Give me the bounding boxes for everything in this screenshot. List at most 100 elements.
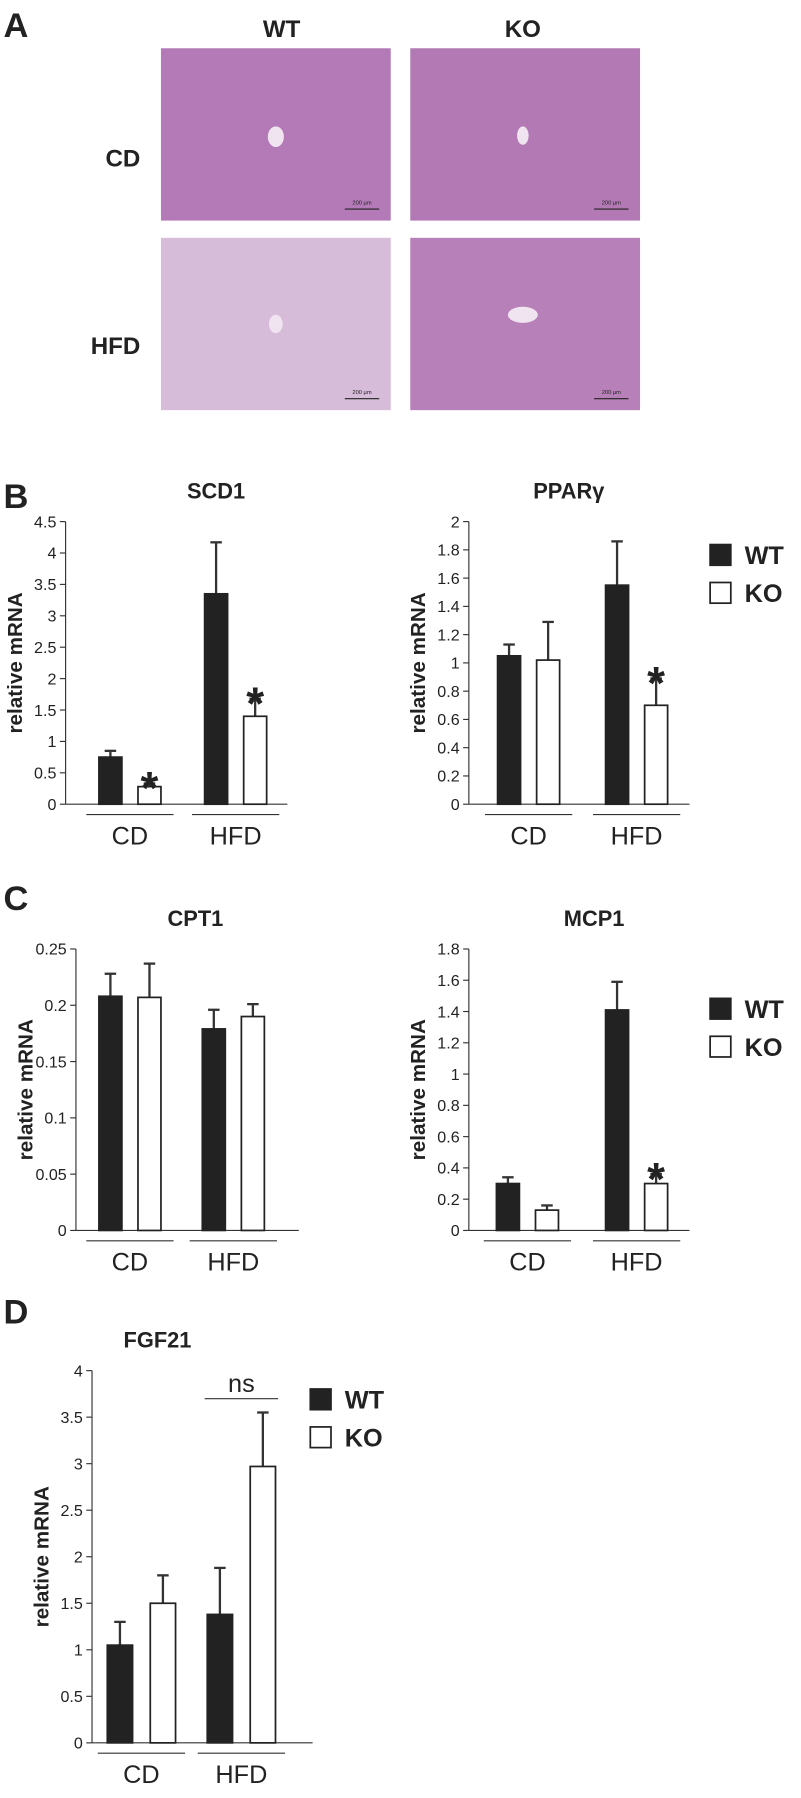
legend-label: KO <box>745 1034 783 1062</box>
bar <box>203 592 229 806</box>
bar <box>137 785 162 806</box>
y-tick-label: 3 <box>74 1455 83 1473</box>
y-tick-label: 1.5 <box>34 702 56 720</box>
micrographs: 200 µm 200 µm 200 µm 200 µm <box>160 48 641 411</box>
legend-swatch <box>709 997 732 1020</box>
significance-marker: * <box>246 677 264 729</box>
y-tick-label: 0.6 <box>437 1128 459 1146</box>
legend-label: KO <box>345 1424 383 1452</box>
scale-bar-label: 200 µm <box>352 390 371 396</box>
y-axis-label: relative mRNA <box>407 1019 430 1160</box>
x-tick-label: CD <box>509 1249 545 1277</box>
y-tick-label: 3.5 <box>34 576 56 594</box>
significance-marker: * <box>647 1153 665 1205</box>
scale-bar-label: 200 µm <box>352 201 371 207</box>
chart-title: CPT1 <box>168 906 224 931</box>
y-tick-label: 1.6 <box>437 972 459 990</box>
bar <box>106 1644 134 1744</box>
micrograph <box>410 237 641 411</box>
panel-label: D <box>4 1294 29 1332</box>
y-tick-label: 0.05 <box>35 1166 66 1184</box>
y-tick-label: 0.2 <box>437 768 459 786</box>
y-tick-label: 0.4 <box>437 1160 459 1178</box>
x-tick-label: CD <box>510 822 547 850</box>
y-tick-label: 3.5 <box>60 1409 82 1427</box>
bar <box>604 1009 630 1232</box>
bar <box>240 1015 266 1232</box>
legend-label: WT <box>745 996 785 1024</box>
vessel <box>267 126 284 148</box>
y-tick-label: 1.8 <box>437 941 459 959</box>
y-tick-label: 2 <box>74 1548 83 1566</box>
legend-swatch <box>309 1426 332 1449</box>
y-axis-label: relative mRNA <box>4 592 27 733</box>
bar <box>535 659 561 806</box>
chart-title: MCP1 <box>564 906 625 931</box>
bar <box>137 996 162 1232</box>
x-tick-label: CD <box>112 1249 149 1277</box>
panel-label: C <box>4 880 29 918</box>
y-tick-label: 1.8 <box>437 542 459 560</box>
group-annotation: ns <box>228 1370 255 1398</box>
y-tick-label: 1.4 <box>437 598 459 616</box>
column-label: KO <box>505 16 541 43</box>
bar <box>643 704 669 806</box>
y-tick-label: 4 <box>74 1362 83 1380</box>
bar <box>201 1028 227 1232</box>
y-axis-label: relative mRNA <box>407 592 430 733</box>
y-tick-label: 2.5 <box>60 1502 82 1520</box>
y-tick-label: 0.1 <box>44 1110 66 1128</box>
y-tick-label: 0 <box>451 796 460 814</box>
y-axis-label: relative mRNA <box>30 1486 53 1627</box>
bar <box>242 715 268 806</box>
vessel <box>507 306 538 323</box>
x-tick-label: HFD <box>611 1249 663 1277</box>
legend-swatch <box>709 543 732 567</box>
legend-swatch <box>309 1388 332 1411</box>
legend-label: WT <box>745 542 785 570</box>
y-tick-label: 0.5 <box>34 765 56 783</box>
column-label: WT <box>263 16 301 43</box>
bar <box>98 995 123 1232</box>
vessel <box>517 126 529 145</box>
y-tick-label: 1.4 <box>437 1003 459 1021</box>
legend-swatch <box>709 581 732 605</box>
y-tick-label: 2 <box>451 513 460 531</box>
y-tick-label: 2 <box>47 670 56 688</box>
bar <box>249 1465 277 1744</box>
y-tick-label: 0.25 <box>35 941 66 959</box>
y-axis-label: relative mRNA <box>14 1019 37 1160</box>
x-tick-label: CD <box>112 822 149 850</box>
bar <box>98 756 123 806</box>
y-tick-label: 1.2 <box>437 1035 459 1053</box>
row-label: CD <box>105 146 140 173</box>
y-tick-label: 4 <box>47 545 56 563</box>
y-tick-label: 0.8 <box>437 1097 459 1115</box>
x-tick-label: HFD <box>207 1249 259 1277</box>
y-tick-label: 1.5 <box>60 1595 82 1613</box>
bar <box>495 1182 521 1232</box>
y-tick-label: 0.2 <box>44 997 66 1015</box>
y-tick-label: 0.2 <box>437 1191 459 1209</box>
bar <box>643 1182 669 1232</box>
panel-label: A <box>4 7 29 45</box>
row-label: HFD <box>91 333 141 360</box>
vessel <box>268 314 283 334</box>
bar <box>496 654 522 806</box>
legend-label: WT <box>345 1387 385 1415</box>
y-tick-label: 1 <box>451 655 460 673</box>
y-tick-label: 0.15 <box>35 1053 66 1071</box>
y-tick-label: 1 <box>451 1066 460 1084</box>
y-tick-label: 0.8 <box>437 683 459 701</box>
y-tick-label: 0 <box>74 1735 83 1753</box>
y-tick-label: 0.4 <box>437 739 459 757</box>
y-tick-label: 1.6 <box>437 570 459 588</box>
y-tick-label: 4.5 <box>34 513 56 531</box>
bar <box>604 584 630 806</box>
scale-bar-label: 200 µm <box>602 390 621 396</box>
bar <box>534 1209 560 1232</box>
bar <box>149 1602 177 1744</box>
chart-title: SCD1 <box>187 479 245 504</box>
panel-label: B <box>4 478 29 516</box>
